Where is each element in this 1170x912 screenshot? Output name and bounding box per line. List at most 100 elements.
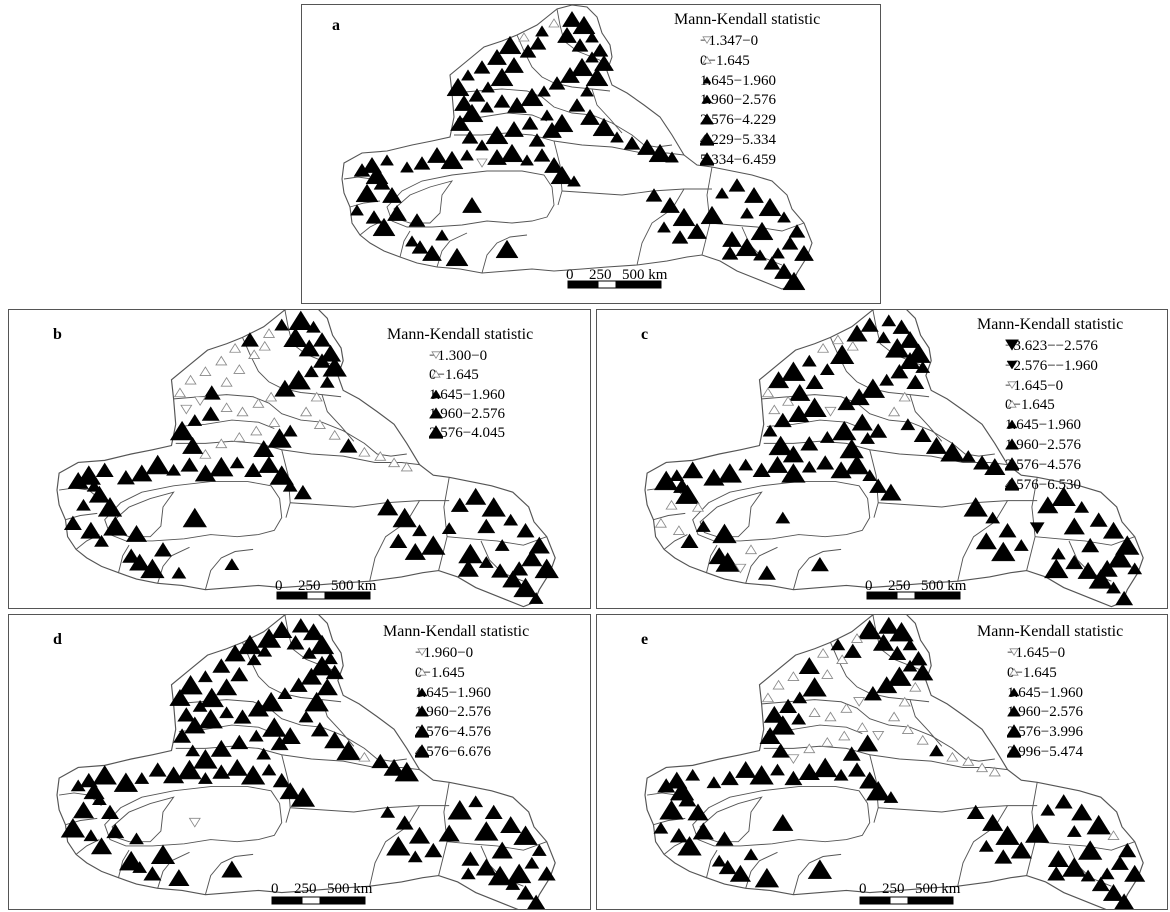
station-marker: [568, 98, 586, 112]
station-marker: [450, 114, 470, 131]
county-boundary: [321, 394, 355, 442]
station-marker: [240, 765, 266, 785]
legend-range-label: 4.576−6.676: [415, 744, 491, 760]
scale-bar-segment: [907, 896, 954, 905]
station-marker: [350, 204, 364, 216]
filled-up-triangle-icon: [1008, 687, 1020, 696]
station-marker: [976, 762, 989, 773]
panel-label: d: [53, 631, 62, 648]
station-marker: [125, 524, 148, 542]
station-marker: [580, 108, 600, 125]
station-marker: [274, 318, 290, 331]
legend-range-label: −1.960−0: [415, 645, 474, 661]
county-boundary: [75, 839, 100, 855]
station-marker: [438, 824, 460, 842]
station-marker: [782, 271, 806, 291]
legend-range-label: −1.645−0: [1007, 645, 1066, 661]
station-marker: [816, 455, 835, 470]
filled-up-triangle-icon: [700, 151, 714, 166]
station-marker: [106, 823, 125, 839]
station-marker: [770, 763, 785, 776]
station-marker: [946, 751, 959, 762]
hollow-up-triangle-icon: [1007, 400, 1017, 408]
legend-range-label: 1.645−1.960: [1007, 684, 1083, 701]
legend-item: 1.645−1.960: [1005, 417, 1081, 434]
legend-item: 4.576−6.530: [1005, 477, 1081, 494]
station-marker: [395, 815, 414, 830]
hollow-up-triangle-icon: [702, 55, 712, 64]
legend-item: 0−1.645: [1005, 397, 1055, 414]
county-boundary: [792, 853, 842, 895]
station-marker: [304, 691, 329, 712]
station-marker: [777, 211, 791, 223]
county-boundary: [386, 170, 555, 228]
station-marker: [757, 565, 776, 580]
station-marker: [692, 822, 714, 840]
station-marker: [490, 67, 514, 87]
county-boundary: [118, 849, 130, 878]
station-marker: [324, 731, 346, 749]
legend-item: −1.300−0: [429, 348, 487, 365]
county-boundary: [369, 500, 420, 582]
legend-item: −2.576−−1.960: [1005, 358, 1098, 375]
station-marker: [819, 363, 835, 375]
county-boundary: [65, 512, 98, 521]
county-boundary: [763, 745, 1008, 771]
station-marker: [216, 678, 238, 696]
station-marker: [461, 130, 479, 144]
station-marker: [116, 470, 135, 485]
station-marker: [272, 772, 291, 788]
filled-up-triangle-icon: [700, 113, 714, 125]
station-marker: [79, 772, 98, 788]
station-marker: [440, 150, 464, 170]
station-marker: [134, 772, 150, 784]
station-marker: [503, 513, 519, 526]
filled-up-triangle-icon: [429, 425, 443, 439]
station-marker: [1127, 562, 1143, 575]
station-marker: [550, 113, 574, 133]
station-marker: [550, 165, 574, 185]
station-marker: [169, 688, 191, 706]
station-marker: [1047, 850, 1069, 867]
station-marker: [557, 26, 577, 43]
station-marker: [1114, 893, 1134, 909]
station-marker: [925, 436, 948, 454]
hollow-up-triangle-icon: [1009, 667, 1019, 676]
station-marker: [869, 423, 888, 438]
map-panel-a: a Mann-Kendall statistic −1.347−0 0−1.645 1.…: [301, 4, 881, 304]
county-boundary: [709, 222, 805, 232]
hollow-up-triangle-icon: [417, 667, 427, 676]
station-marker: [794, 244, 814, 261]
station-marker: [388, 457, 401, 468]
scale-bar: [859, 896, 954, 905]
station-marker: [1102, 521, 1125, 539]
station-marker: [623, 136, 641, 150]
station-marker: [984, 458, 1006, 476]
station-marker: [872, 731, 885, 741]
station-marker: [792, 691, 808, 704]
station-marker: [394, 761, 419, 782]
station-marker: [700, 205, 724, 225]
station-marker: [319, 375, 335, 388]
station-marker: [830, 638, 846, 651]
county-boundary: [204, 853, 254, 895]
station-marker: [226, 758, 248, 776]
station-marker: [978, 839, 994, 852]
station-marker: [706, 776, 722, 789]
county-boundary: [175, 440, 420, 466]
station-marker: [269, 465, 294, 485]
station-marker: [1062, 857, 1087, 877]
station-marker: [460, 103, 484, 123]
station-marker: [821, 736, 834, 747]
county-boundary: [761, 699, 995, 762]
legend-title: Mann-Kendall statistic: [387, 326, 534, 343]
station-marker: [279, 782, 301, 800]
county-boundary: [399, 230, 411, 258]
station-marker: [240, 332, 259, 347]
legend-range-label: 0−1.645: [1005, 397, 1055, 414]
filled-up-triangle-icon: [415, 744, 429, 758]
station-marker: [782, 395, 795, 406]
station-marker: [898, 391, 911, 402]
station-marker: [940, 442, 965, 462]
scale-label: 0: [865, 578, 873, 594]
